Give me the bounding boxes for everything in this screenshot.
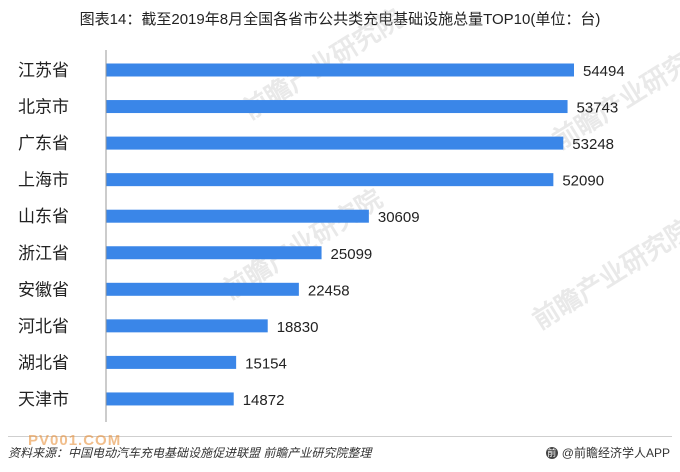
category-label-1: 北京市 — [18, 98, 69, 118]
footer-divider — [8, 436, 672, 437]
value-label-2: 53248 — [572, 136, 614, 153]
bar-3 — [106, 173, 554, 187]
value-label-6: 22458 — [308, 282, 350, 299]
category-label-4: 山东省 — [18, 207, 69, 227]
category-label-5: 浙江省 — [18, 244, 69, 264]
bar-5 — [106, 246, 322, 260]
value-labels-group: 54494 53743 53248 52090 30609 25099 22458 18830… — [243, 63, 625, 409]
brand-credit: 前 @前瞻经济学人APP — [545, 444, 670, 461]
value-label-9: 14872 — [243, 392, 285, 409]
category-label-0: 江苏省 — [18, 61, 69, 81]
value-label-0: 54494 — [583, 63, 625, 80]
source-note: 资料来源：中国电动汽车充电基础设施促进联盟 前瞻产业研究院整理 — [8, 446, 372, 460]
watermark-3: 前瞻产业研究院 — [527, 213, 680, 336]
bar-8 — [106, 355, 237, 369]
bar-1 — [106, 100, 568, 114]
value-label-7: 18830 — [277, 319, 319, 336]
bar-0 — [106, 63, 574, 77]
value-label-3: 52090 — [562, 173, 604, 190]
category-label-7: 河北省 — [18, 317, 69, 337]
category-label-6: 安徽省 — [18, 280, 69, 300]
value-label-8: 15154 — [245, 355, 287, 372]
bars-group — [106, 63, 574, 406]
bar-4 — [106, 209, 369, 223]
category-label-3: 上海市 — [18, 171, 69, 191]
bar-6 — [106, 282, 299, 296]
brand-label: @前瞻经济学人APP — [561, 446, 670, 460]
value-label-4: 30609 — [378, 209, 420, 226]
chart-title: 图表14：截至2019年8月全国各省市公共类充电基础设施总量TOP10(单位：台… — [79, 11, 601, 28]
bottom-watermark: PV001.COM — [28, 432, 122, 449]
category-label-8: 湖北省 — [18, 353, 69, 373]
bar-9 — [106, 392, 234, 406]
brand-logo-icon: 前 — [545, 446, 558, 459]
bar-2 — [106, 136, 564, 150]
value-label-5: 25099 — [331, 246, 373, 263]
bar-7 — [106, 319, 268, 333]
category-label-2: 广东省 — [18, 134, 69, 154]
value-label-1: 53743 — [577, 100, 619, 117]
category-label-9: 天津市 — [18, 390, 69, 410]
